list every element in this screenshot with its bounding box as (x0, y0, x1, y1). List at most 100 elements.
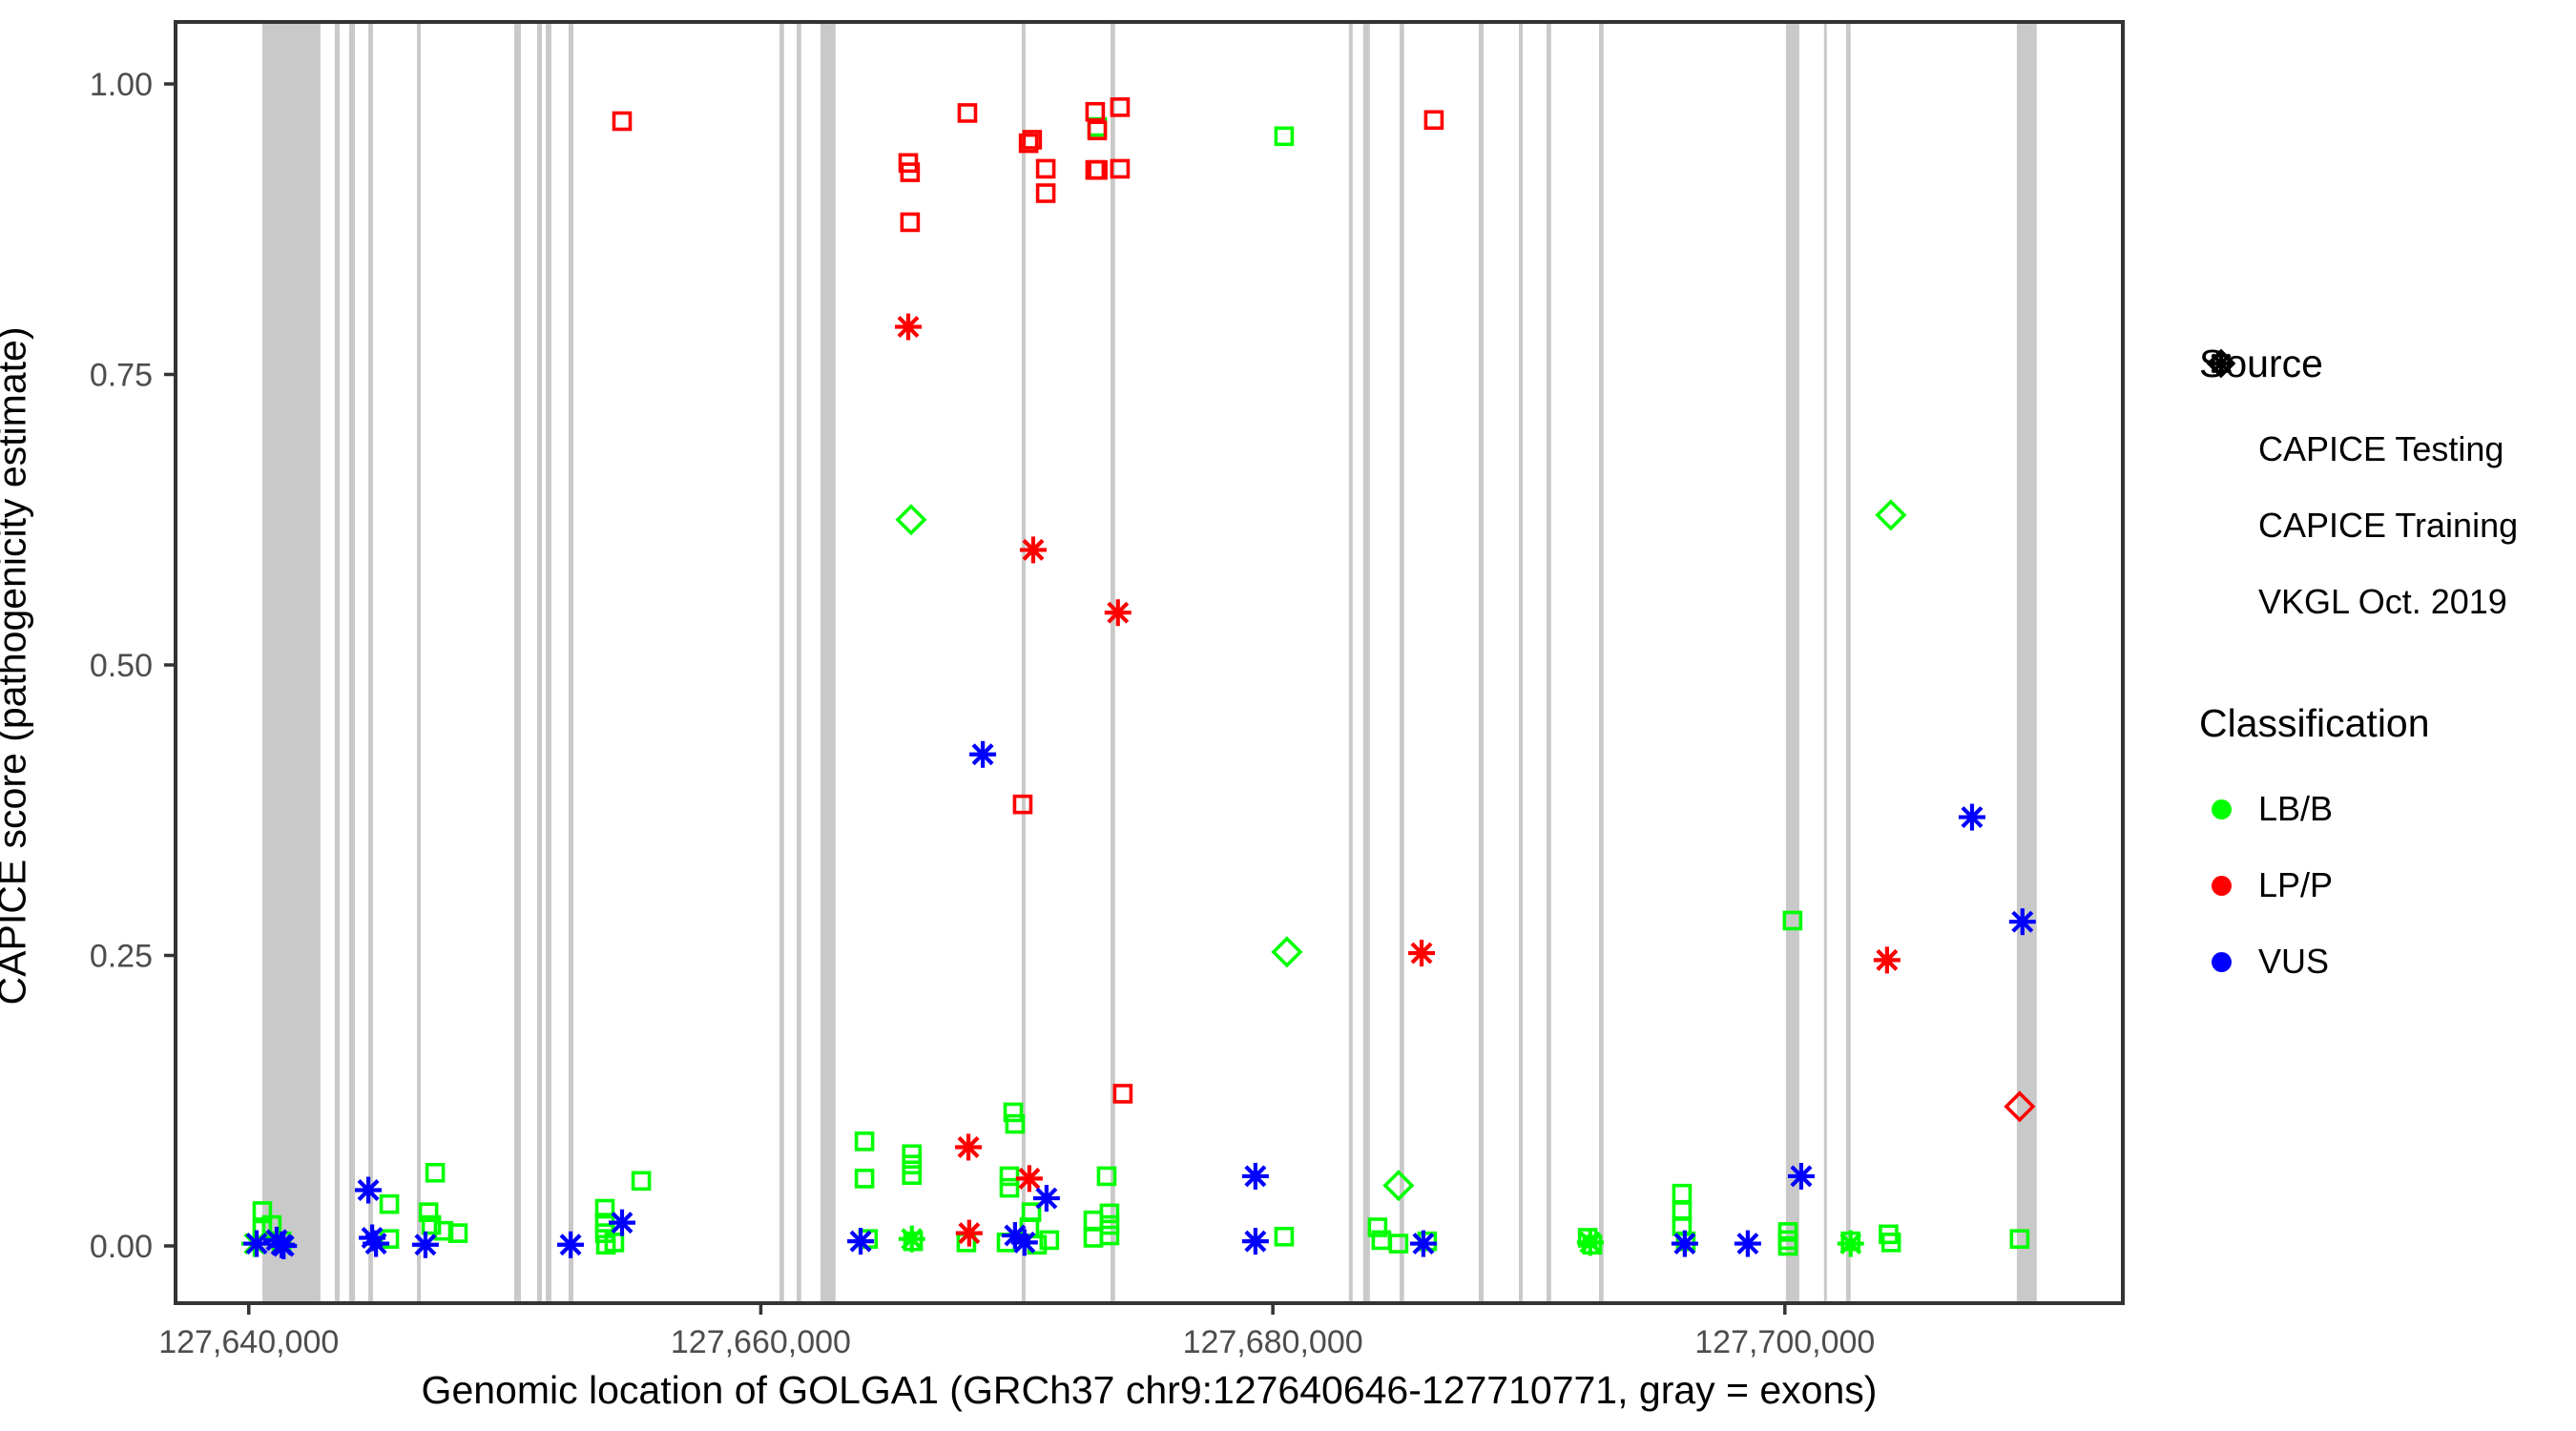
data-point-square (1022, 130, 1043, 150)
data-point-square (1367, 1217, 1388, 1237)
data-point-square (854, 1169, 875, 1189)
data-point-asterisk (847, 1228, 875, 1255)
color-dot-icon (2199, 787, 2243, 831)
data-point-asterisk (1010, 1229, 1038, 1256)
data-point-square (957, 103, 978, 123)
data-point-asterisk (1032, 1185, 1060, 1213)
data-point-square (447, 1223, 468, 1243)
legend-label: CAPICE Training (2258, 506, 2519, 545)
exon-band (821, 23, 836, 1302)
data-point-diamond (895, 504, 927, 536)
data-point-square (1110, 97, 1131, 117)
data-point-square (433, 1220, 454, 1241)
data-point-square (1777, 1235, 1798, 1256)
exon-band (1785, 23, 1799, 1302)
x-axis-title: Genomic location of GOLGA1 (GRCh37 chr9:… (421, 1368, 1878, 1412)
data-point-asterisk (1015, 1165, 1043, 1192)
data-point-asterisk (898, 1225, 925, 1253)
y-tick-label: 0.75 (90, 358, 153, 394)
data-point-square (1880, 1233, 1901, 1253)
color-dot-icon (2199, 863, 2243, 907)
data-point-asterisk (969, 740, 997, 768)
data-point-square (1582, 1234, 1603, 1255)
exon-band (546, 23, 551, 1302)
data-point-asterisk (411, 1231, 439, 1258)
data-point-asterisk (1019, 536, 1047, 564)
legend-item-lb-b: LB/B (2199, 771, 2571, 847)
exon-band (1823, 23, 1827, 1302)
exon-band (797, 23, 801, 1302)
data-point-square (1672, 1183, 1693, 1204)
x-tick-label: 127,660,000 (671, 1324, 851, 1360)
data-point-square (2009, 1229, 2030, 1249)
data-point-square (1003, 1102, 1024, 1123)
data-point-square (604, 1233, 625, 1253)
data-point-asterisk (1408, 940, 1436, 967)
data-point-square (902, 1165, 923, 1186)
data-point-asterisk (1787, 1162, 1815, 1190)
exon-band (1348, 23, 1353, 1302)
y-tick-label: 0.00 (90, 1229, 153, 1265)
legend-label: CAPICE Testing (2258, 429, 2504, 468)
asterisk-glyph (2199, 351, 2243, 624)
data-point-asterisk (270, 1233, 298, 1259)
legend-item-vus: VUS (2199, 923, 2571, 1000)
data-point-square (1005, 1113, 1026, 1134)
data-point-asterisk (955, 1219, 983, 1247)
y-tick-label: 1.00 (90, 67, 153, 103)
legend-label: VUS (2258, 942, 2330, 981)
legend-classification-title: Classification (2199, 701, 2430, 745)
exon-band (536, 23, 542, 1302)
data-point-asterisk (1104, 599, 1132, 627)
legend-item-training: CAPICE Training (2199, 354, 2571, 564)
exon-band (334, 23, 340, 1302)
square-glyph (2199, 354, 2243, 548)
y-tick-label: 0.50 (90, 648, 153, 684)
data-point-asterisk (1576, 1229, 1604, 1256)
x-tick-label: 127,700,000 (1694, 1324, 1875, 1360)
data-point-square (1035, 183, 1056, 203)
data-point-asterisk (1837, 1230, 1864, 1257)
data-point-asterisk (243, 1230, 271, 1257)
data-point-square (854, 1131, 875, 1151)
data-point-square (900, 212, 921, 233)
data-point-square (1083, 1210, 1104, 1231)
data-point-square (418, 1202, 439, 1222)
data-point-square (631, 1171, 652, 1192)
exon-band (368, 23, 373, 1302)
data-point-square (1088, 159, 1108, 180)
data-point-square (425, 1162, 446, 1183)
exon-band (514, 23, 521, 1302)
data-point-square (1096, 1166, 1117, 1187)
exon-band (1599, 23, 1604, 1302)
exon-band (1478, 23, 1484, 1302)
data-point-asterisk (1671, 1230, 1698, 1257)
plot-border (174, 20, 2125, 1305)
data-point-square (594, 1198, 615, 1219)
exon-band (1519, 23, 1523, 1302)
data-point-square (612, 111, 633, 132)
legend-item-lp-p: LP/P (2199, 847, 2571, 923)
legend-label: LP/P (2258, 865, 2334, 904)
data-point-square (1112, 1084, 1133, 1104)
data-point-diamond (1271, 936, 1303, 968)
legend-classification-items: LB/B LP/P VUS (2199, 771, 2571, 1000)
data-point-square (1099, 1203, 1120, 1224)
legend-source-items: CAPICE Testing CAPICE Training VKGL Oct. 2… (2199, 348, 2571, 640)
legend-source-title: Source (2199, 342, 2323, 385)
data-point-square (1099, 1225, 1120, 1246)
data-point-square (900, 162, 921, 182)
data-point-diamond (1382, 1170, 1415, 1202)
data-point-diamond (1875, 499, 1907, 531)
exon-band (348, 23, 356, 1302)
data-point-square (999, 1177, 1020, 1198)
legend-label: VKGL Oct. 2019 (2258, 582, 2507, 621)
exon-band (2016, 23, 2037, 1302)
data-point-asterisk (1241, 1228, 1269, 1255)
data-point-square (902, 1154, 923, 1175)
data-point-square (1083, 1228, 1104, 1248)
data-point-asterisk (1734, 1230, 1761, 1257)
exon-band (1399, 23, 1404, 1302)
